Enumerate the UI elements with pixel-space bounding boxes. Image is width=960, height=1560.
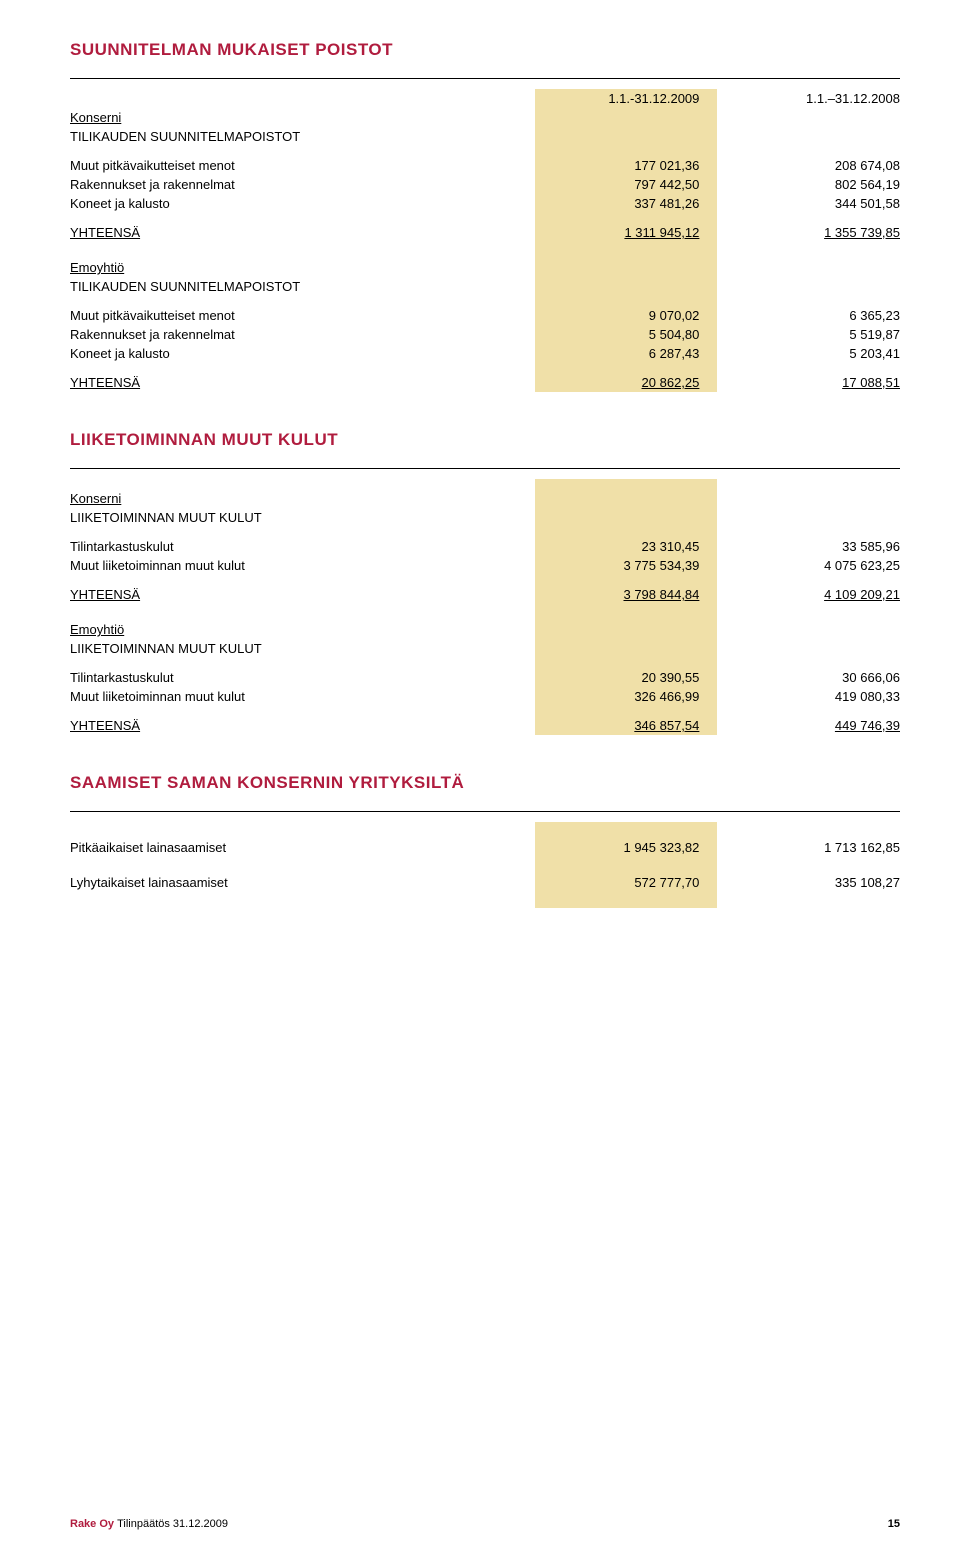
divider — [70, 468, 900, 469]
footer-left: Rake Oy Tilinpäätös 31.12.2009 — [70, 1518, 228, 1530]
table-row: Rakennukset ja rakennelmat 5 504,80 5 51… — [70, 325, 900, 344]
divider — [70, 811, 900, 812]
footer-page: 15 — [888, 1518, 900, 1530]
group-row: Konserni — [70, 108, 900, 127]
group-row: Emoyhtiö — [70, 258, 900, 277]
emo-sub: LIIKETOIMINNAN MUUT KULUT — [70, 639, 535, 658]
total-row: YHTEENSÄ 1 311 945,12 1 355 739,85 — [70, 223, 900, 242]
total-row: YHTEENSÄ 3 798 844,84 4 109 209,21 — [70, 585, 900, 604]
table-row: Koneet ja kalusto 6 287,43 5 203,41 — [70, 344, 900, 363]
konserni-sub: LIIKETOIMINNAN MUUT KULUT — [70, 508, 535, 527]
konserni-label: Konserni — [70, 489, 535, 508]
divider — [70, 78, 900, 79]
page-footer: Rake Oy Tilinpäätös 31.12.2009 15 — [70, 1518, 900, 1530]
section-poistot: SUUNNITELMAN MUKAISET POISTOT 1.1.-31.12… — [70, 40, 900, 392]
table-poistot: 1.1.-31.12.2009 1.1.–31.12.2008 Konserni… — [70, 89, 900, 392]
table-row: Rakennukset ja rakennelmat 797 442,50 80… — [70, 175, 900, 194]
table-row: Pitkäaikaiset lainasaamiset 1 945 323,82… — [70, 838, 900, 857]
group-row: Emoyhtiö — [70, 620, 900, 639]
section-title: SUUNNITELMAN MUKAISET POISTOT — [70, 40, 900, 60]
footer-brand: Rake Oy — [70, 1518, 114, 1530]
table-row: Muut liiketoiminnan muut kulut 3 775 534… — [70, 556, 900, 575]
section-saamiset: SAAMISET SAMAN KONSERNIN YRITYKSILTÄ Pit… — [70, 773, 900, 908]
table-row: Muut pitkävaikutteiset menot 177 021,36 … — [70, 156, 900, 175]
section-title: LIIKETOIMINNAN MUUT KULUT — [70, 430, 900, 450]
subhead-row: TILIKAUDEN SUUNNITELMAPOISTOT — [70, 127, 900, 146]
table-row: Muut liiketoiminnan muut kulut 326 466,9… — [70, 687, 900, 706]
section-title: SAAMISET SAMAN KONSERNIN YRITYKSILTÄ — [70, 773, 900, 793]
table-row: Tilintarkastuskulut 23 310,45 33 585,96 — [70, 537, 900, 556]
footer-doc: Tilinpäätös 31.12.2009 — [117, 1518, 228, 1530]
col-header-a: 1.1.-31.12.2009 — [535, 89, 718, 108]
table-row: Tilintarkastuskulut 20 390,55 30 666,06 — [70, 668, 900, 687]
subhead-row: TILIKAUDEN SUUNNITELMAPOISTOT — [70, 277, 900, 296]
emo-label: Emoyhtiö — [70, 620, 535, 639]
date-row: 1.1.-31.12.2009 1.1.–31.12.2008 — [70, 89, 900, 108]
table-kulut: Konserni LIIKETOIMINNAN MUUT KULUT Tilin… — [70, 479, 900, 735]
table-row: Koneet ja kalusto 337 481,26 344 501,58 — [70, 194, 900, 213]
konserni-label: Konserni — [70, 108, 535, 127]
emo-sub: TILIKAUDEN SUUNNITELMAPOISTOT — [70, 277, 535, 296]
total-row: YHTEENSÄ 346 857,54 449 746,39 — [70, 716, 900, 735]
section-kulut: LIIKETOIMINNAN MUUT KULUT Konserni LIIKE… — [70, 430, 900, 735]
table-row: Lyhytaikaiset lainasaamiset 572 777,70 3… — [70, 873, 900, 892]
emo-label: Emoyhtiö — [70, 258, 535, 277]
table-row: Muut pitkävaikutteiset menot 9 070,02 6 … — [70, 306, 900, 325]
subhead-row: LIIKETOIMINNAN MUUT KULUT — [70, 639, 900, 658]
col-header-b: 1.1.–31.12.2008 — [717, 89, 900, 108]
total-row: YHTEENSÄ 20 862,25 17 088,51 — [70, 373, 900, 392]
table-saamiset: Pitkäaikaiset lainasaamiset 1 945 323,82… — [70, 822, 900, 908]
subhead-row: LIIKETOIMINNAN MUUT KULUT — [70, 508, 900, 527]
group-row: Konserni — [70, 489, 900, 508]
konserni-sub: TILIKAUDEN SUUNNITELMAPOISTOT — [70, 127, 535, 146]
